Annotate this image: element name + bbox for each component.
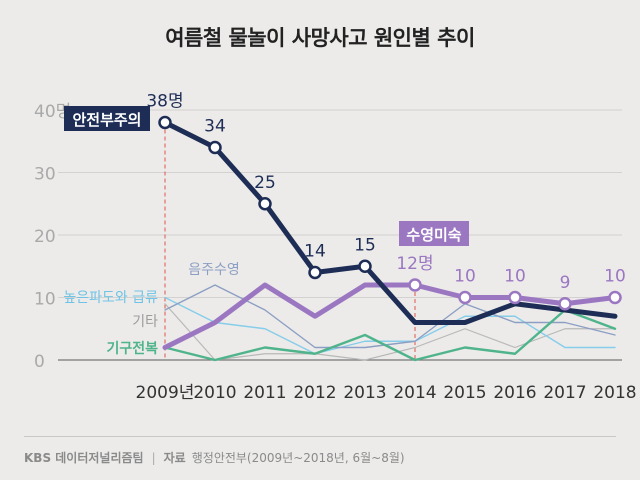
data-point-수영미숙	[508, 290, 522, 305]
y-tick-label: 0	[34, 352, 45, 372]
data-point-안전부주의	[258, 197, 272, 211]
series-line-기구전복	[163, 308, 617, 362]
y-tick-label: 10	[34, 290, 56, 310]
footer-divider	[24, 436, 616, 437]
data-label-수영미숙: 10	[604, 267, 626, 287]
data-label-수영미숙: 9	[560, 273, 571, 293]
series-label-수영미숙-box	[399, 221, 469, 246]
data-label-수영미숙: 10	[454, 267, 476, 287]
series-label-안전부주의-box	[64, 106, 150, 131]
data-point-수영미숙	[408, 278, 422, 292]
data-point-안전부주의	[358, 259, 372, 273]
data-label-수영미숙: 10	[504, 267, 526, 287]
data-point-수영미숙	[608, 290, 622, 305]
data-point-안전부주의	[208, 140, 222, 155]
footer-separator: |	[151, 451, 156, 465]
x-tick-label: 2016	[493, 383, 536, 403]
data-point-안전부주의	[158, 115, 172, 130]
data-label-안전부주의: 25	[254, 173, 276, 193]
x-tick-label: 2015	[443, 383, 486, 403]
data-label-안전부주의: 15	[354, 235, 376, 255]
series-label-안전부주의: 안전부주의	[64, 106, 150, 131]
y-tick-label: 30	[34, 165, 56, 185]
data-point-안전부주의	[308, 265, 322, 280]
data-point-수영미숙	[458, 290, 472, 305]
series-line-수영미숙	[162, 282, 618, 350]
footer: KBS 데이터저널리즘팀 | 자료 행정안전부(2009년~2018년, 6월~8월)	[24, 449, 405, 466]
series-label-기타: 기타	[132, 314, 158, 330]
data-point-수영미숙	[558, 297, 572, 311]
data-label-수영미숙: 12명	[396, 254, 433, 274]
series-line-음주수영	[164, 284, 616, 349]
footer-brand: KBS 데이터저널리즘팀	[24, 451, 144, 465]
x-tick-label: 2012	[293, 383, 336, 403]
x-tick-label: 2011	[243, 383, 286, 403]
series-line-안전부주의	[162, 120, 618, 325]
series-label-수영미숙: 수영미숙	[399, 221, 469, 246]
series-label-높은파도와-급류: 높은파도와 급류	[63, 290, 158, 306]
x-tick-label: 2013	[343, 383, 386, 403]
footer-source: 행정안전부(2009년~2018년, 6월~8월)	[191, 451, 405, 465]
footer-source-label: 자료	[163, 451, 186, 465]
series-label-기구전복: 기구전복	[106, 340, 158, 357]
x-tick-label: 2018	[593, 383, 636, 403]
y-tick-label: 20	[34, 227, 56, 247]
x-tick-label: 2017	[543, 383, 586, 403]
data-label-안전부주의: 34	[204, 117, 226, 137]
chart-title: 여름철 물놀이 사망사고 원인별 추이	[165, 26, 475, 50]
data-label-안전부주의: 14	[304, 242, 326, 262]
x-tick-label: 2010	[193, 383, 236, 403]
y-tick-label: 40명	[34, 102, 71, 122]
data-label-안전부주의: 38명	[146, 92, 183, 112]
x-tick-label: 2009년	[136, 383, 195, 403]
x-tick-label: 2014	[393, 383, 436, 403]
series-label-수영미숙-text: 수영미숙	[406, 226, 461, 244]
series-label-안전부주의-text: 안전부주의	[72, 111, 141, 129]
series-line-기타	[164, 303, 616, 361]
series-label-음주수영: 음주수영	[188, 262, 240, 278]
